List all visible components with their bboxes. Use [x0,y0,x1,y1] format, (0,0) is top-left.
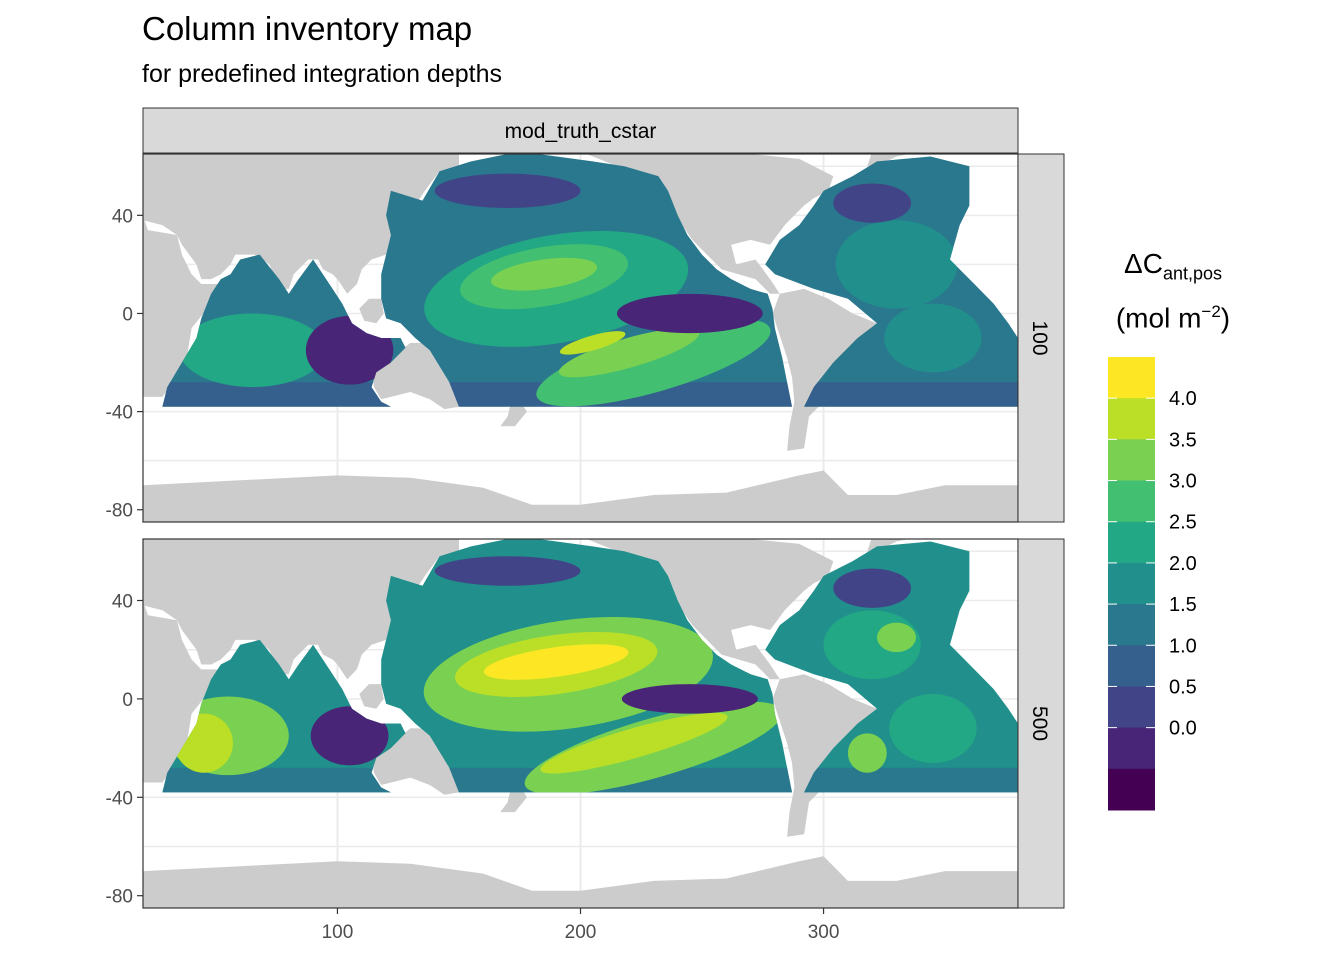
contour-band [833,568,912,608]
contour-band [559,331,626,355]
land-namerica [586,154,834,294]
colorbar-legend: 4.0 3.5 3.0 2.5 2.0 1.5 1.0 0.5 0.0 [1108,357,1197,811]
colorbar-label: 0.5 [1169,676,1197,698]
y-tick-label: 0 [122,690,133,711]
contour-band [536,318,771,407]
contour-band [621,684,758,714]
chart-title: Column inventory map [142,10,473,47]
contour-band [558,328,700,378]
colorbar-swatch [1108,562,1155,605]
land-borneo [359,298,384,324]
x-tick-label: 300 [808,922,840,943]
chart-subtitle: for predefined integration depths [142,60,502,88]
contour-band [483,644,629,680]
colorbar-swatch [1108,480,1155,523]
y-tick-label: 40 [112,592,133,613]
map-panel-500 [143,539,1018,908]
legend-title-unit: (mol m−2) [1115,302,1231,334]
colorbar-swatch [1108,768,1155,811]
colorbar-swatch [1108,398,1155,440]
y-tick-label: 0 [122,304,133,325]
colorbar-label: 3.5 [1169,429,1197,451]
contour-band [310,706,389,766]
contour-band [434,173,581,208]
colorbar-swatch [1108,521,1155,564]
facet-strip-row [1017,538,1065,909]
colorbar-swatch [1108,645,1155,687]
colorbar-label: 3.0 [1169,471,1197,493]
y-tick-label: -80 [106,887,133,908]
contour-band [616,293,763,334]
contour-band [877,622,916,653]
map-panel-100 [143,154,1018,522]
land-asia [143,154,459,294]
facet-panels: mod_truth_cstar 100 40 0 -40 -80 500 40 0 -40 -80 1… [106,107,1065,943]
land-samerica [772,674,882,837]
land-antarctica [143,470,1018,522]
x-tick-label: 200 [565,922,597,943]
facet-strip-row [1017,153,1065,523]
contour-band [889,693,977,763]
facet-strip-column [142,107,1019,154]
ocean-band-south [162,382,406,407]
y-tick-label: -40 [106,403,133,424]
contour-band [491,257,598,291]
colorbar-swatch [1108,604,1155,646]
facet-strip-row-label: 100 [1028,320,1051,355]
land-borneo [359,684,384,709]
colorbar-swatch [1108,686,1155,729]
contour-band [434,556,581,586]
land-samerica [772,288,882,451]
ocean-pacific [381,154,792,407]
contour-band [884,303,982,373]
colorbar-swatch [1108,357,1155,399]
y-tick-label: -80 [106,501,133,522]
land-africa [143,215,221,437]
legend-title-variable: ΔCant,pos [1124,248,1222,284]
colorbar-label: 2.5 [1169,512,1197,534]
contour-band [835,220,958,309]
colorbar-label: 1.0 [1169,635,1197,657]
land-namerica [586,539,834,680]
land-antarctica [143,856,1018,908]
colorbar-label: 2.0 [1169,553,1197,575]
facet-strip-column-label: mod_truth_cstar [505,120,657,143]
contour-band [179,313,326,388]
colorbar-label: 4.0 [1169,388,1197,410]
contour-band [540,712,728,774]
x-tick-label: 100 [322,922,354,943]
colorbar-label: 0.0 [1169,718,1197,740]
colorbar-swatch [1108,439,1155,482]
y-tick-label: 40 [112,206,133,227]
land-africa [143,600,221,822]
colorbar-swatch [1108,727,1155,770]
facet-strip-row-label: 500 [1028,706,1051,741]
land-asia [143,539,459,680]
colorbar-label: 1.5 [1169,594,1197,616]
contour-band [847,733,887,773]
contour-band [833,183,912,223]
y-tick-label: -40 [106,788,133,809]
